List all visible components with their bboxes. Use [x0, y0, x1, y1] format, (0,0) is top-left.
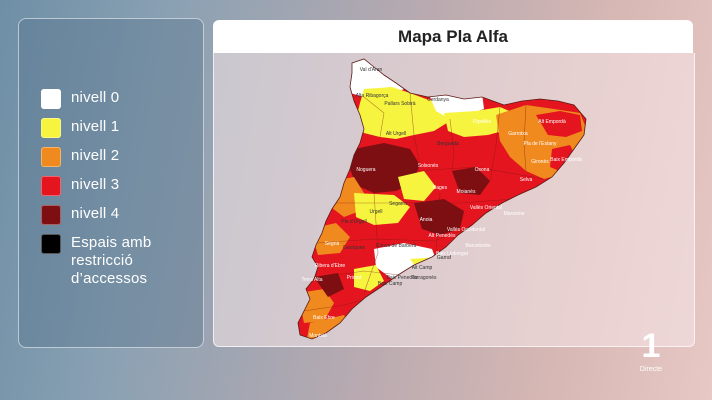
comarca-label: Baix Ebre: [313, 315, 335, 321]
region-level-4: [452, 167, 490, 195]
comarca-label: Pla de l'Estany: [524, 141, 557, 147]
comarca-label: Garrotxa: [508, 131, 528, 137]
channel-logo-digit: 1: [641, 327, 661, 365]
region-level-3: [536, 111, 582, 137]
comarca-label: Alt Camp: [412, 265, 433, 271]
comarca-label: Selva: [520, 177, 533, 183]
map-panel: Val d'Aran Alta Ribagorça Pallars Sobirà Ce…: [213, 53, 695, 347]
comarca-label: Baix Camp: [378, 281, 403, 287]
region-level-1: [398, 171, 436, 201]
comarca-label: Moianès: [457, 189, 476, 195]
comarca-label: Val d'Aran: [360, 67, 383, 73]
comarca-label: Segarra: [389, 201, 407, 207]
comarca-label: Alt Penedès: [429, 233, 456, 239]
legend-item-nivell-3: nivell 3: [41, 176, 119, 196]
comarca-label: Noguera: [356, 167, 375, 173]
catalonia-map: Val d'Aran Alta Ribagorça Pallars Sobirà Ce…: [297, 58, 587, 340]
comarca-label: Maresme: [504, 211, 525, 217]
comarca-label: Vallès Occidental: [447, 227, 485, 233]
legend-swatch: [41, 234, 61, 254]
comarca-label: Terra Alta: [301, 277, 322, 283]
comarca-label: Priorat: [347, 275, 362, 281]
legend-label: nivell 4: [71, 205, 120, 222]
legend-label: nivell 0: [71, 89, 120, 106]
legend-swatch: [41, 147, 61, 167]
comarca-labels: Val d'Aran Alta Ribagorça Pallars Sobirà Ce…: [301, 67, 581, 339]
catalonia-outline: [297, 58, 587, 340]
comarca-label: Gironès: [531, 159, 549, 165]
comarca-label: Tarragonès: [411, 275, 437, 281]
comarca-label: Ripollès: [473, 119, 491, 125]
region-level-1: [354, 193, 410, 225]
map-title: Mapa Pla Alfa: [398, 26, 508, 46]
comarca-label: Cerdanya: [427, 97, 449, 103]
legend-swatch: [41, 89, 61, 109]
comarca-label: Vallès Oriental: [470, 205, 502, 211]
region-level-1: [444, 107, 514, 137]
legend-label: Espais amb restricció d’accessos: [71, 234, 152, 287]
legend-label: nivell 1: [71, 118, 120, 135]
comarca-label: Conca de Barberà: [376, 243, 417, 249]
comarca-label: Osona: [475, 167, 490, 173]
comarca-label: Baix Empordà: [550, 157, 582, 163]
map-title-bar: Mapa Pla Alfa: [213, 20, 693, 53]
comarca-label: Ribera d'Ebre: [315, 263, 346, 269]
legend-swatch: [41, 176, 61, 196]
legend-item-nivell-1: nivell 1: [41, 118, 119, 138]
comarca-label: Alta Ribagorça: [356, 93, 389, 99]
comarca-label: Baix Llobregat: [436, 251, 469, 257]
comarca-label: Montsià: [309, 333, 327, 339]
comarca-label: Anoia: [420, 217, 433, 223]
legend-label: nivell 2: [71, 147, 120, 164]
comarca-label: Bages: [433, 185, 448, 191]
legend-item-nivell-2: nivell 2: [41, 147, 119, 167]
channel-logo-text: Directe: [639, 366, 663, 373]
comarca-label: Baix Penedès: [387, 275, 418, 281]
region-level-1: [356, 87, 450, 139]
legend-item-nivell-0: nivell 0: [41, 89, 119, 109]
comarca-label: Pla d'Urgell: [341, 219, 366, 225]
region-level-4: [314, 273, 344, 297]
comarca-label: Pallars Sobirà: [384, 101, 415, 107]
legend-item-nivell-4: nivell 4: [41, 205, 119, 225]
comarca-label: Segrià: [325, 241, 340, 247]
comarca-label: Solsonès: [418, 163, 439, 169]
legend-swatch: [41, 205, 61, 225]
region-borders: [303, 92, 545, 312]
comarca-label: Garrigues: [343, 245, 365, 251]
comarca-label: Urgell: [369, 209, 382, 215]
channel-logo: 1 Directe: [634, 328, 668, 380]
legend-swatch: [41, 118, 61, 138]
region-level-4: [414, 199, 464, 235]
legend-panel: nivell 0 nivell 1 nivell 2 nivell 3 nive…: [18, 18, 204, 348]
legend-item-restricted-areas: Espais amb restricció d’accessos: [41, 234, 151, 288]
comarca-label: Alt Urgell: [386, 131, 406, 137]
legend-label: nivell 3: [71, 176, 120, 193]
comarca-label: Garraf: [437, 255, 452, 261]
comarca-label: Barcelonès: [465, 243, 491, 249]
comarca-label: Alt Empordà: [538, 119, 566, 125]
comarca-label: Berguedà: [437, 141, 459, 147]
